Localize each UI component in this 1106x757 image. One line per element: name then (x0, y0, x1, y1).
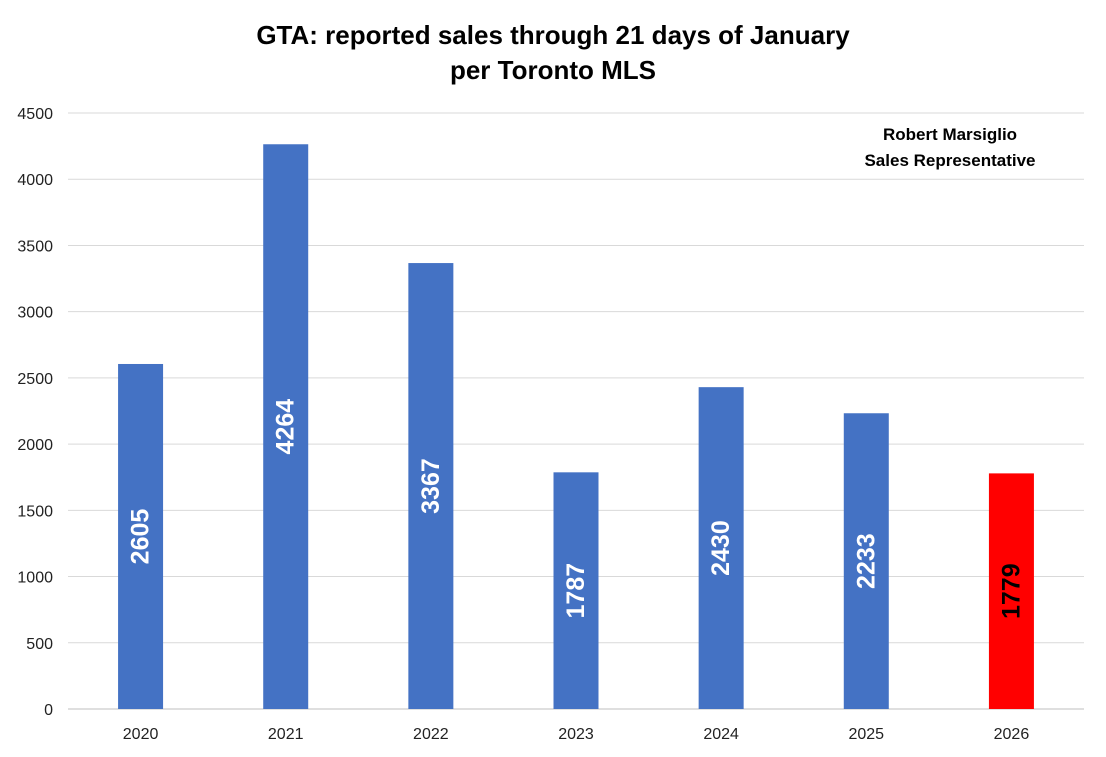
y-tick-label: 500 (26, 636, 53, 653)
data-label-2022: 3367 (417, 458, 445, 514)
y-tick-label: 3000 (17, 305, 53, 322)
bar-2023 (553, 472, 599, 709)
y-tick-label: 3500 (17, 238, 53, 255)
data-labels: 2605 4264 3367 1787 2430 2233 1779 (127, 399, 1026, 619)
x-tick-label: 2023 (558, 726, 594, 743)
annotation-role: Sales Representative (864, 151, 1035, 170)
x-axis-tick-labels: 2020 2021 2022 2023 2024 2025 2026 (123, 726, 1030, 743)
x-tick-label: 2025 (848, 726, 884, 743)
data-label-2024: 2430 (707, 520, 735, 576)
x-tick-label: 2020 (123, 726, 159, 743)
y-tick-label: 1000 (17, 570, 53, 587)
y-tick-label: 4500 (17, 106, 53, 123)
gridlines (68, 112, 1084, 710)
chart-title-line-1: GTA: reported sales through 21 days of J… (256, 20, 850, 50)
bar-2021 (263, 144, 309, 709)
bar-2020 (118, 363, 164, 709)
bar-2026 (988, 473, 1034, 709)
annotation-name: Robert Marsiglio (883, 125, 1017, 144)
bar-2025 (843, 413, 889, 709)
bars (118, 144, 1034, 709)
y-axis-tick-labels: 0 500 1000 1500 2000 2500 3000 3500 4000 4500 (17, 106, 53, 719)
bar-2022 (408, 263, 454, 709)
data-label-2025: 2233 (852, 533, 880, 589)
y-tick-label: 2000 (17, 437, 53, 454)
x-tick-label: 2022 (413, 726, 449, 743)
y-tick-label: 4000 (17, 172, 53, 189)
x-tick-label: 2021 (268, 726, 304, 743)
y-tick-label: 2500 (17, 371, 53, 388)
y-tick-label: 0 (44, 702, 53, 719)
y-tick-label: 1500 (17, 503, 53, 520)
x-tick-label: 2024 (703, 726, 739, 743)
data-label-2021: 4264 (272, 399, 300, 455)
data-label-2026: 1779 (997, 563, 1025, 619)
bar-2024 (698, 387, 744, 709)
data-label-2020: 2605 (127, 509, 155, 565)
x-tick-label: 2026 (994, 726, 1030, 743)
data-label-2023: 1787 (562, 563, 590, 619)
chart-title-line-2: per Toronto MLS (450, 55, 656, 85)
